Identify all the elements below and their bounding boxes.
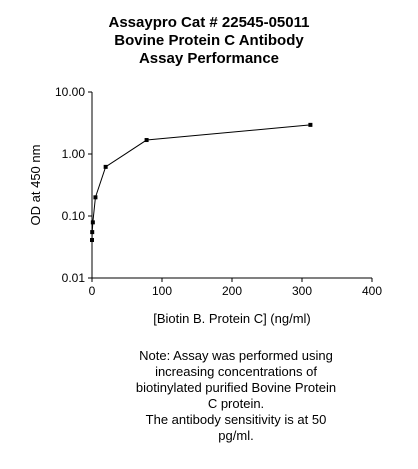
x-tick-label: 100 bbox=[152, 284, 172, 298]
y-tick-label: 1.00 bbox=[62, 147, 86, 161]
note: biotinylated purified Bovine Protein bbox=[136, 380, 336, 395]
x-axis-label: [Biotin B. Protein C] (ng/ml) bbox=[153, 311, 311, 326]
chart-title: Assaypro Cat # 22545-05011 bbox=[109, 14, 310, 31]
data-line bbox=[91, 124, 311, 241]
data-point bbox=[90, 230, 95, 235]
data-point bbox=[144, 138, 149, 143]
data-point bbox=[103, 164, 108, 169]
note: Note: Assay was performed using bbox=[139, 348, 333, 363]
y-tick-label: 0.10 bbox=[62, 209, 86, 223]
x-tick-label: 200 bbox=[222, 284, 242, 298]
x-tick-label: 300 bbox=[292, 284, 312, 298]
y-axis-label: OD at 450 nm bbox=[28, 145, 43, 226]
data-point bbox=[90, 220, 95, 225]
data-point bbox=[93, 195, 98, 200]
x-tick-label: 400 bbox=[362, 284, 382, 298]
chart-title: Bovine Protein C Antibody bbox=[114, 32, 304, 49]
x-tick-label: 0 bbox=[89, 284, 96, 298]
y-tick-label: 0.01 bbox=[62, 271, 86, 285]
note: increasing concentrations of bbox=[155, 364, 317, 379]
data-point bbox=[308, 122, 313, 127]
note: C protein. bbox=[208, 396, 264, 411]
y-tick-label: 10.00 bbox=[55, 85, 85, 99]
chart-title: Assay Performance bbox=[139, 50, 279, 67]
note: The antibody sensitivity is at 50 bbox=[146, 412, 327, 427]
note: pg/ml. bbox=[218, 428, 253, 443]
data-point bbox=[90, 238, 94, 243]
